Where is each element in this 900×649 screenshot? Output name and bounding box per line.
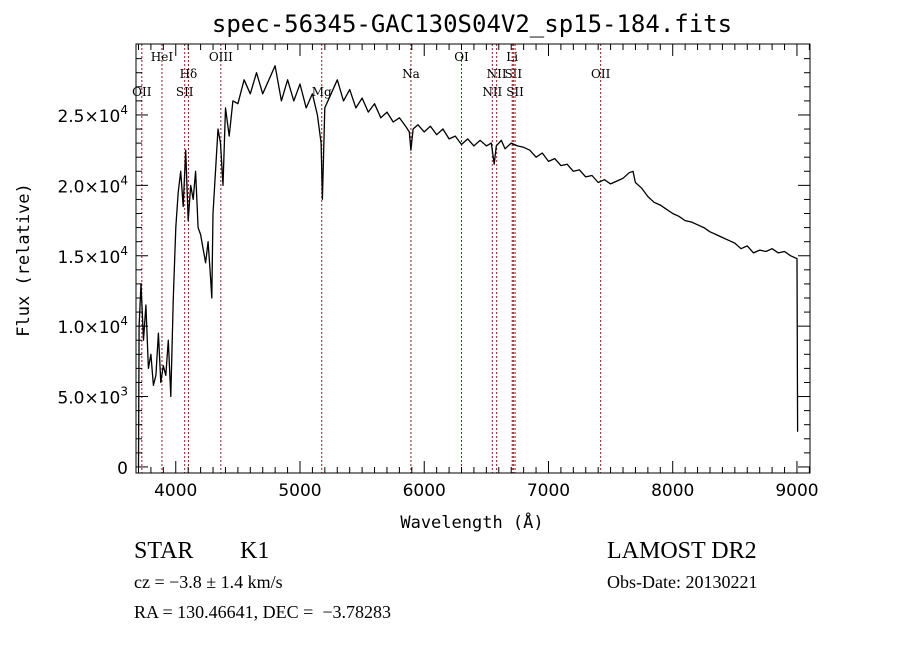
line-marker-label: SII	[506, 85, 524, 99]
x-axis-label: Wavelength (Å)	[400, 511, 543, 533]
line-markers: OII HeI Hδ SII OIII Mg Na OI NII NII Li SII SII OII	[132, 44, 611, 473]
line-marker-label: Li	[506, 50, 518, 64]
coordinates-text: RA = 130.46641, DEC = −3.78283	[134, 602, 391, 622]
y-tick-label: 5.0×103	[57, 385, 128, 409]
x-tick-label: 8000	[651, 481, 694, 501]
line-marker-label: Hδ	[180, 67, 198, 81]
chart-title: spec-56345-GAC130S04V2_sp15-184.fits	[212, 10, 732, 38]
series-group	[137, 65, 799, 467]
y-tick-label: 1.5×104	[57, 244, 128, 268]
y-tick-label: 0	[117, 459, 128, 479]
y-axis-label: Flux (relative)	[14, 183, 34, 337]
line-marker-label: OII	[132, 85, 152, 99]
survey-label: LAMOST DR2	[607, 538, 757, 564]
x-tick-label: 6000	[403, 481, 446, 501]
line-marker-label: OII	[591, 67, 611, 81]
line-marker-label: NII	[482, 85, 502, 99]
axes: 4000 5000 6000 7000 8000 9000 0 5.0×103 1.0×104 1…	[57, 44, 819, 501]
spectrum-line	[137, 65, 799, 467]
x-tick-label: 9000	[775, 481, 818, 501]
line-marker-label: SII	[176, 85, 194, 99]
subclass-label: K1	[240, 538, 270, 564]
y-tick-label: 2.5×104	[57, 103, 128, 127]
line-marker-label: NII	[487, 67, 507, 81]
redshift-text: cz = −3.8 ± 1.4 km/s	[134, 572, 283, 592]
line-marker-label: SII	[504, 67, 522, 81]
line-marker-label: Na	[402, 67, 420, 81]
x-tick-label: 4000	[154, 481, 197, 501]
line-marker-label: OIII	[209, 50, 233, 64]
x-tick-label: 5000	[278, 481, 321, 501]
obs-date-text: Obs-Date: 20130221	[607, 572, 758, 592]
class-label: STAR	[134, 538, 194, 564]
x-tick-label: 7000	[527, 481, 570, 501]
line-marker-label: Mg	[312, 85, 332, 99]
line-marker-label: HeI	[151, 50, 174, 64]
line-marker-label: OI	[454, 50, 469, 64]
y-tick-label: 1.0×104	[57, 314, 128, 338]
y-tick-label: 2.0×104	[57, 173, 128, 197]
plot-frame	[135, 43, 811, 474]
